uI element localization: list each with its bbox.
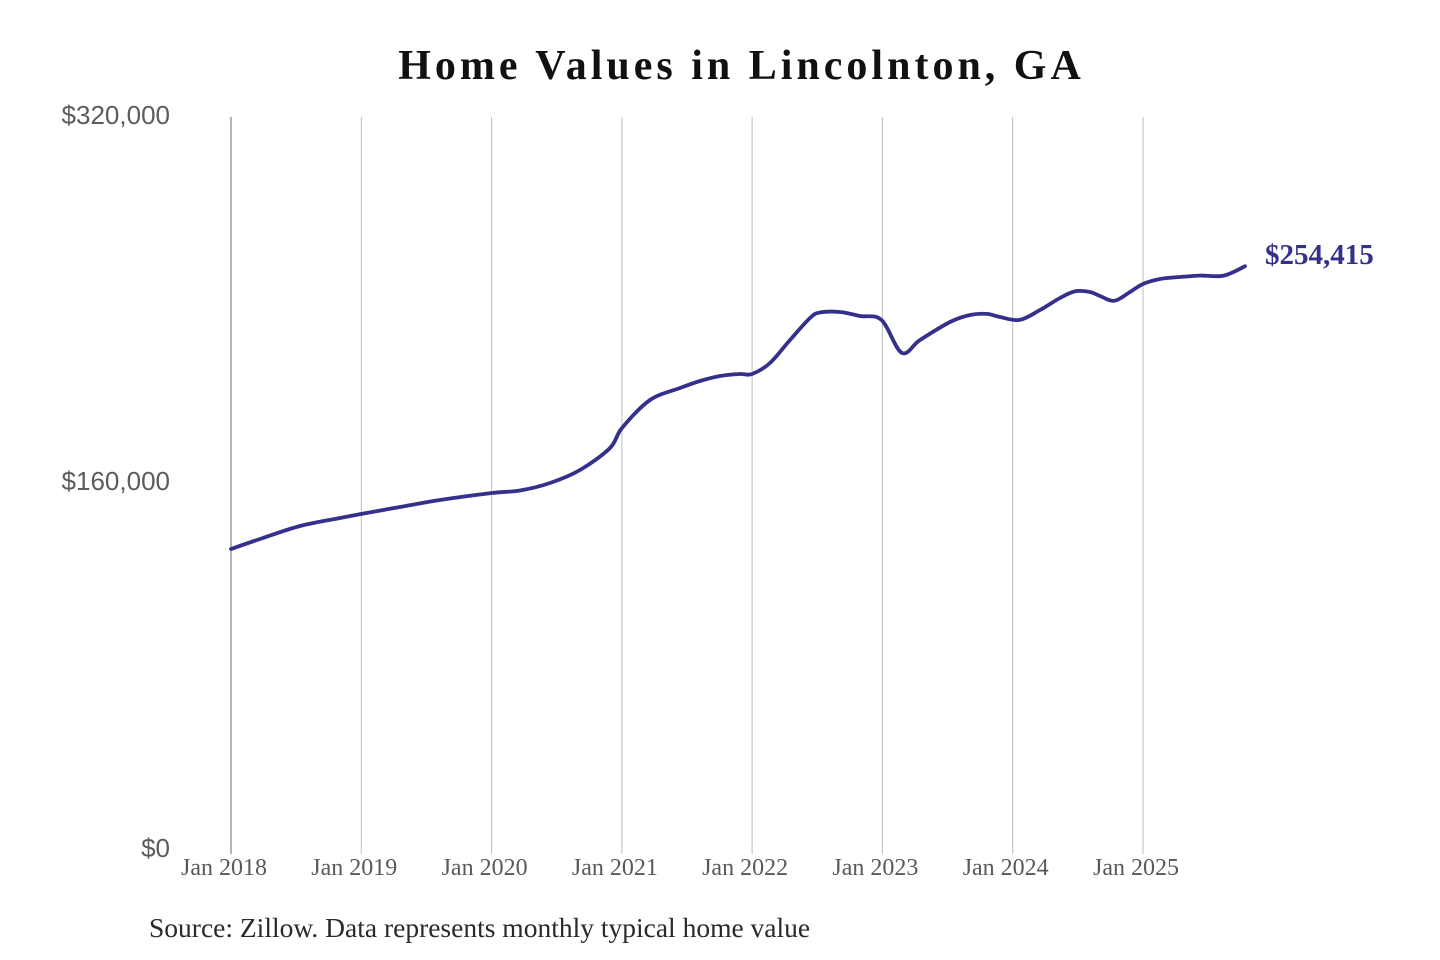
- svg-text:$320,000: $320,000: [62, 100, 170, 130]
- svg-text:Jan 2024: Jan 2024: [963, 855, 1049, 881]
- svg-text:Jan 2019: Jan 2019: [311, 855, 397, 881]
- svg-text:$160,000: $160,000: [62, 466, 170, 496]
- svg-text:$0: $0: [141, 833, 170, 863]
- svg-text:Jan 2023: Jan 2023: [832, 855, 918, 881]
- svg-text:Jan 2022: Jan 2022: [702, 855, 788, 881]
- svg-text:Jan 2018: Jan 2018: [181, 855, 267, 881]
- svg-text:$254,415: $254,415: [1265, 239, 1374, 271]
- svg-text:Jan 2025: Jan 2025: [1093, 855, 1179, 881]
- svg-text:Jan 2020: Jan 2020: [442, 855, 528, 881]
- svg-text:Jan 2021: Jan 2021: [572, 855, 658, 881]
